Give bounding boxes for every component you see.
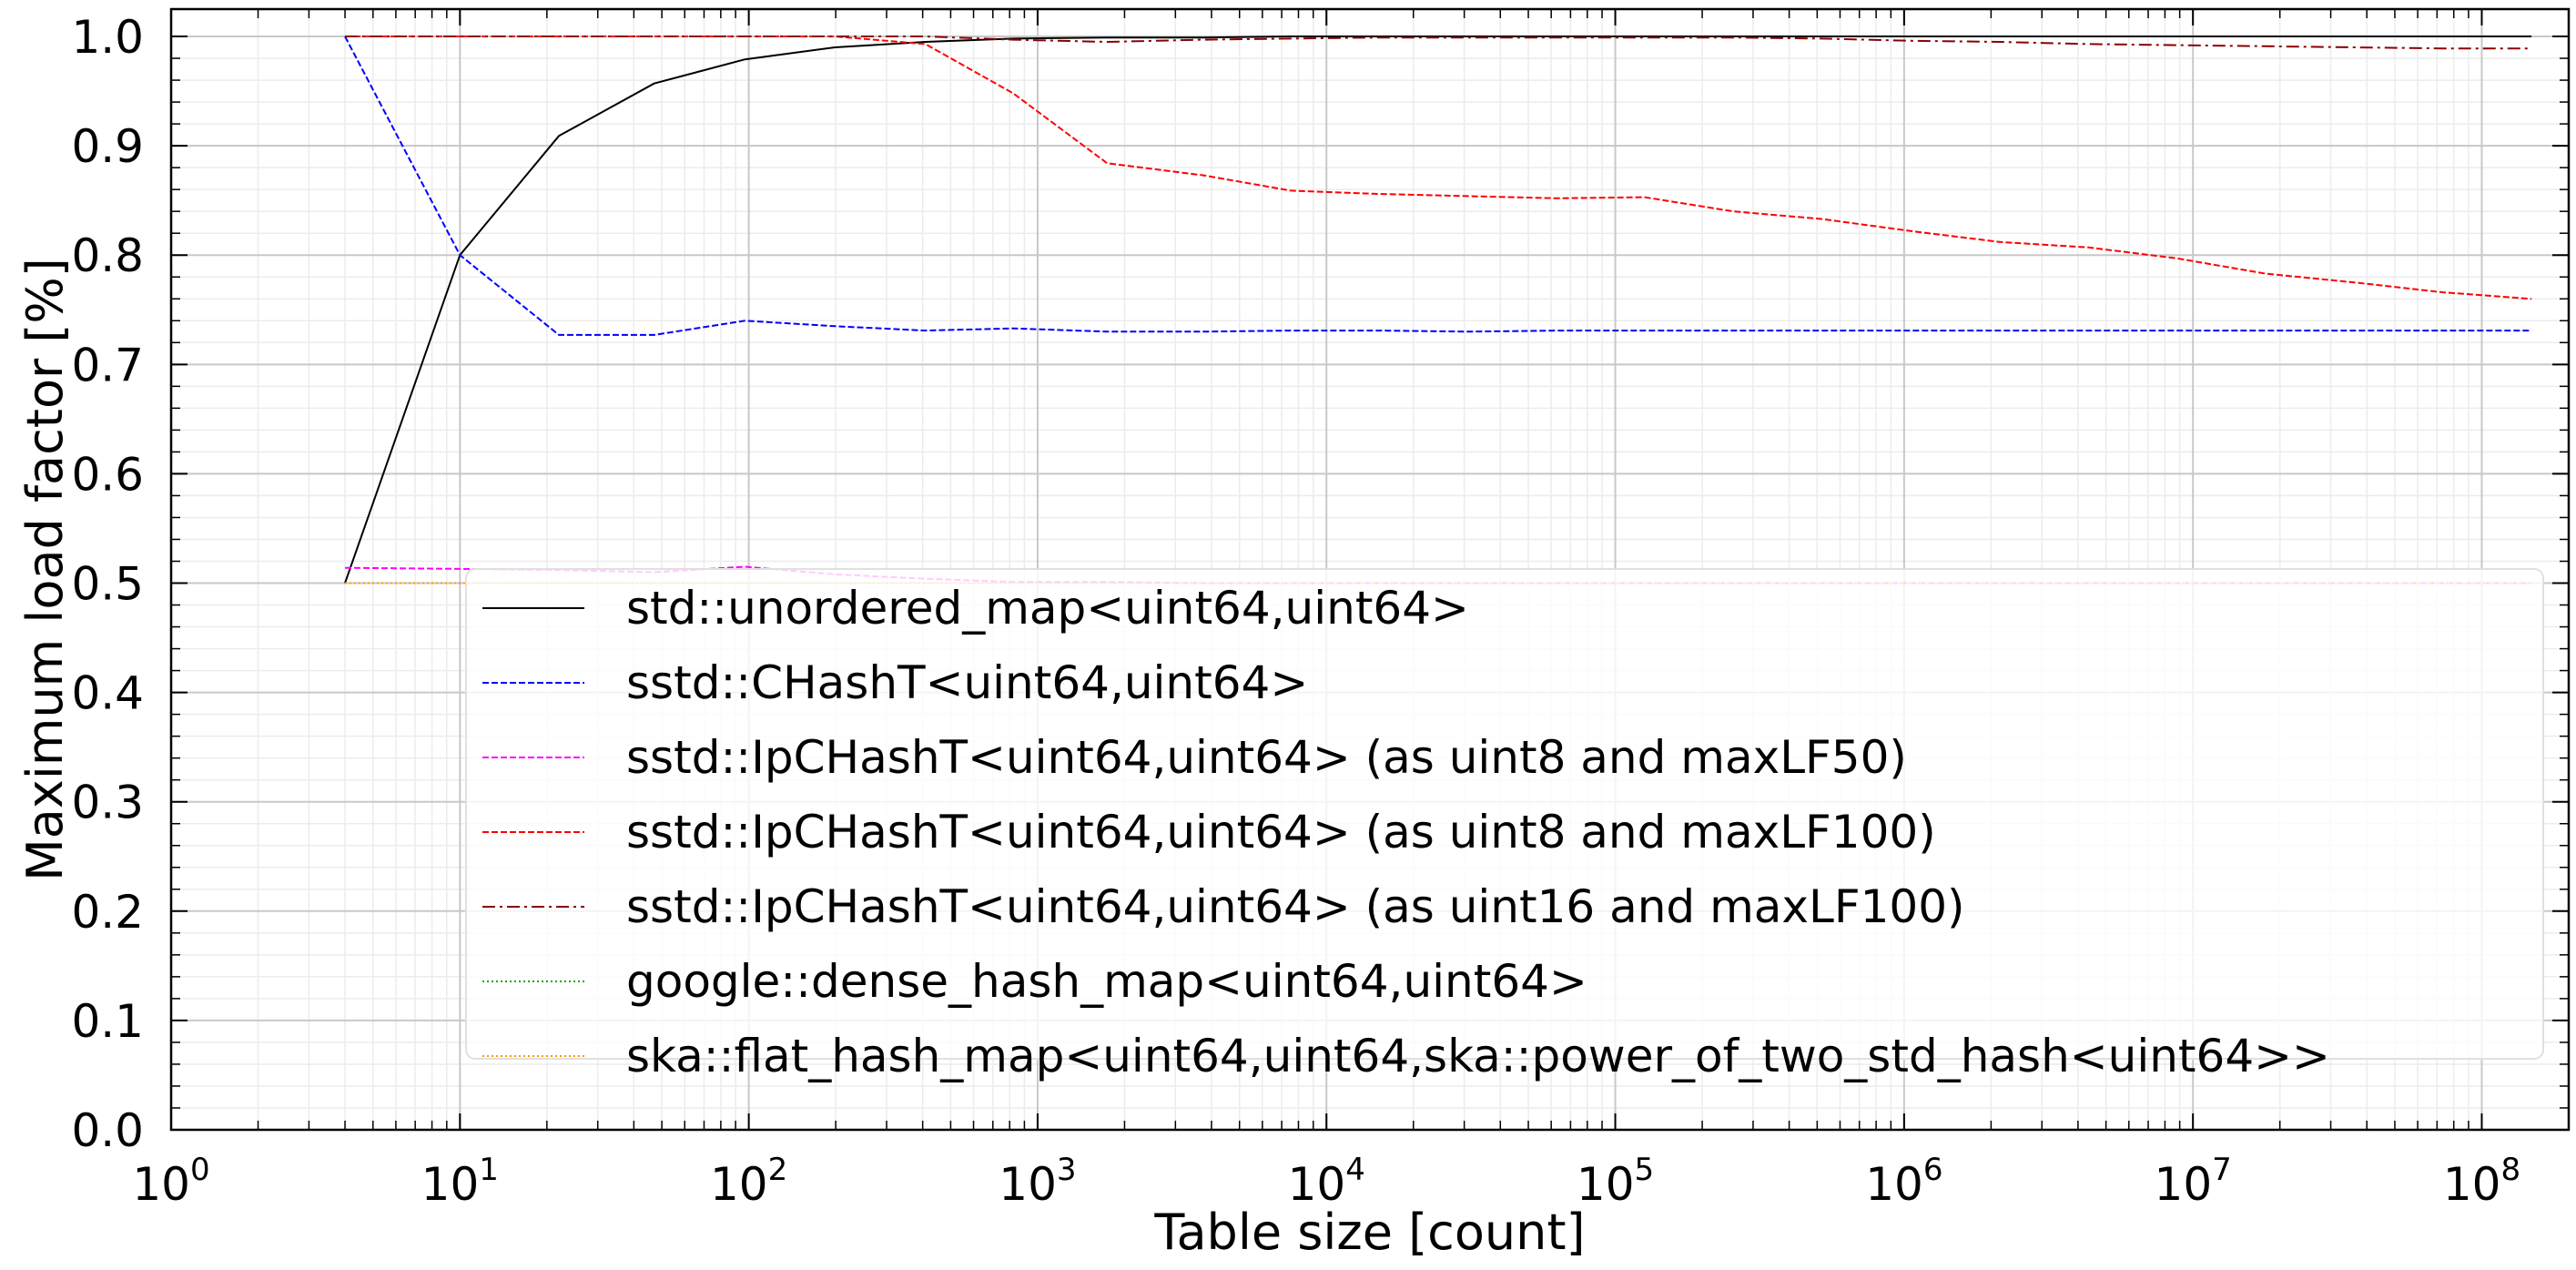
legend-label-4: sstd::IpCHashT<uint64,uint64> (as uint8 … bbox=[626, 806, 1936, 859]
y-tick-label: 0.1 bbox=[71, 995, 144, 1048]
series-line-4 bbox=[345, 36, 2532, 300]
series-line-2 bbox=[344, 36, 2532, 336]
x-tick-label: 101 bbox=[421, 1152, 499, 1211]
x-axis-title: Table size [count] bbox=[1153, 1204, 1585, 1261]
x-tick-base: 10 bbox=[1288, 1158, 1346, 1211]
x-tick-label: 104 bbox=[1288, 1152, 1365, 1211]
legend-label-1: std::unordered_map<uint64,uint64> bbox=[626, 582, 1469, 635]
y-tick-label: 0.0 bbox=[71, 1104, 144, 1157]
x-tick-label: 106 bbox=[1865, 1152, 1942, 1211]
legend-label-3: sstd::IpCHashT<uint64,uint64> (as uint8 … bbox=[626, 731, 1907, 784]
y-tick-label: 0.6 bbox=[71, 448, 144, 501]
x-tick-base: 10 bbox=[1865, 1158, 1923, 1211]
y-axis-title: Maximum load factor [%] bbox=[16, 258, 74, 881]
legend-label-2: sstd::CHashT<uint64,uint64> bbox=[626, 656, 1308, 709]
y-tick-label: 0.8 bbox=[71, 229, 144, 282]
y-tick-label: 0.4 bbox=[71, 667, 144, 720]
y-tick-label: 0.5 bbox=[71, 558, 144, 611]
plot-frame bbox=[169, 7, 2571, 1132]
x-tick-base: 10 bbox=[2155, 1158, 2213, 1211]
x-tick-labels: 100 101 102 103 104 105 106 107 108 bbox=[132, 1152, 2520, 1211]
x-tick-base: 10 bbox=[132, 1158, 190, 1211]
legend: std::unordered_map<uint64,uint64>sstd::C… bbox=[465, 568, 2544, 1082]
x-tick-base: 10 bbox=[421, 1158, 480, 1211]
x-tick-label: 102 bbox=[710, 1152, 787, 1211]
x-tick-base: 10 bbox=[710, 1158, 768, 1211]
x-tick-label: 100 bbox=[132, 1152, 209, 1211]
legend-label-5: sstd::IpCHashT<uint64,uint64> (as uint16… bbox=[626, 880, 1965, 933]
x-tick-exponent: 2 bbox=[768, 1152, 788, 1188]
x-tick-exponent: 3 bbox=[1057, 1152, 1077, 1188]
legend-label-7: ska::flat_hash_map<uint64,uint64,ska::po… bbox=[626, 1030, 2330, 1082]
x-tick-exponent: 7 bbox=[2212, 1152, 2232, 1188]
x-tick-exponent: 4 bbox=[1345, 1152, 1365, 1188]
x-tick-exponent: 8 bbox=[2500, 1152, 2520, 1188]
x-tick-label: 103 bbox=[999, 1152, 1076, 1211]
y-tick-label: 1.0 bbox=[71, 11, 144, 64]
x-tick-base: 10 bbox=[2443, 1158, 2501, 1211]
y-tick-label: 0.9 bbox=[71, 120, 144, 173]
x-tick-base: 10 bbox=[999, 1158, 1057, 1211]
y-tick-label: 0.3 bbox=[71, 777, 144, 829]
x-tick-label: 107 bbox=[2155, 1152, 2232, 1211]
x-tick-exponent: 6 bbox=[1923, 1152, 1943, 1188]
legend-box bbox=[465, 568, 2544, 1060]
series-line-5 bbox=[345, 36, 2532, 50]
x-tick-exponent: 5 bbox=[1635, 1152, 1655, 1188]
x-tick-exponent: 1 bbox=[479, 1152, 499, 1188]
x-tick-base: 10 bbox=[1577, 1158, 1635, 1211]
y-tick-label: 0.2 bbox=[71, 886, 144, 939]
y-tick-labels: 0.0 0.1 0.2 0.3 0.4 0.5 0.6 0.7 0.8 0.9 1.0 bbox=[71, 11, 144, 1157]
legend-label-6: google::dense_hash_map<uint64,uint64> bbox=[626, 955, 1587, 1008]
x-tick-label: 108 bbox=[2443, 1152, 2520, 1211]
y-tick-label: 0.7 bbox=[71, 339, 144, 391]
series-line-1 bbox=[344, 36, 2532, 584]
axis-ticks bbox=[170, 9, 2570, 1131]
x-tick-exponent: 0 bbox=[190, 1152, 210, 1188]
x-tick-label: 105 bbox=[1577, 1152, 1654, 1211]
